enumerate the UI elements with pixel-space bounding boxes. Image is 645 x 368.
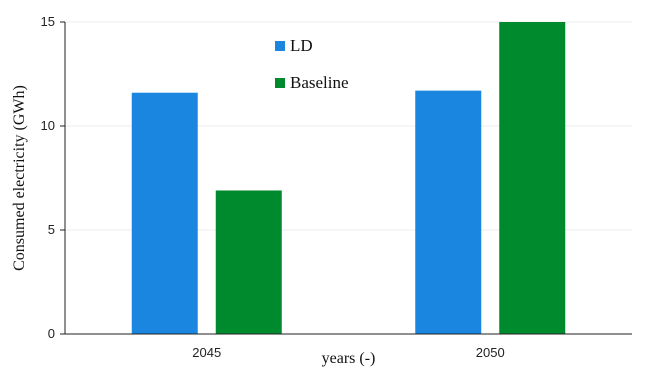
- legend: LD Baseline: [275, 36, 349, 92]
- legend-swatch-ld: [275, 41, 285, 51]
- x-axis-title: years (-): [322, 350, 376, 367]
- legend-label-ld: LD: [290, 36, 313, 55]
- bar-ld-2045: [131, 92, 198, 334]
- x-tick-labels: 2045 2050: [192, 345, 504, 360]
- x-tick-label: 2050: [476, 345, 505, 360]
- y-axis-title: Consumed electricity (GWh): [11, 85, 28, 271]
- y-tick-label: 5: [48, 222, 55, 237]
- x-tick-label: 2045: [192, 345, 221, 360]
- bar-ld-2050: [415, 90, 482, 334]
- bars: [131, 22, 566, 334]
- y-tick-label: 15: [41, 14, 55, 29]
- legend-label-baseline: Baseline: [290, 73, 349, 92]
- bar-baseline-2045: [215, 190, 282, 334]
- y-tick-label: 10: [41, 118, 55, 133]
- y-tick-label: 0: [48, 326, 55, 341]
- bar-baseline-2050: [499, 22, 566, 334]
- y-tick-labels: 0 5 10 15: [41, 14, 65, 341]
- legend-swatch-baseline: [275, 78, 285, 88]
